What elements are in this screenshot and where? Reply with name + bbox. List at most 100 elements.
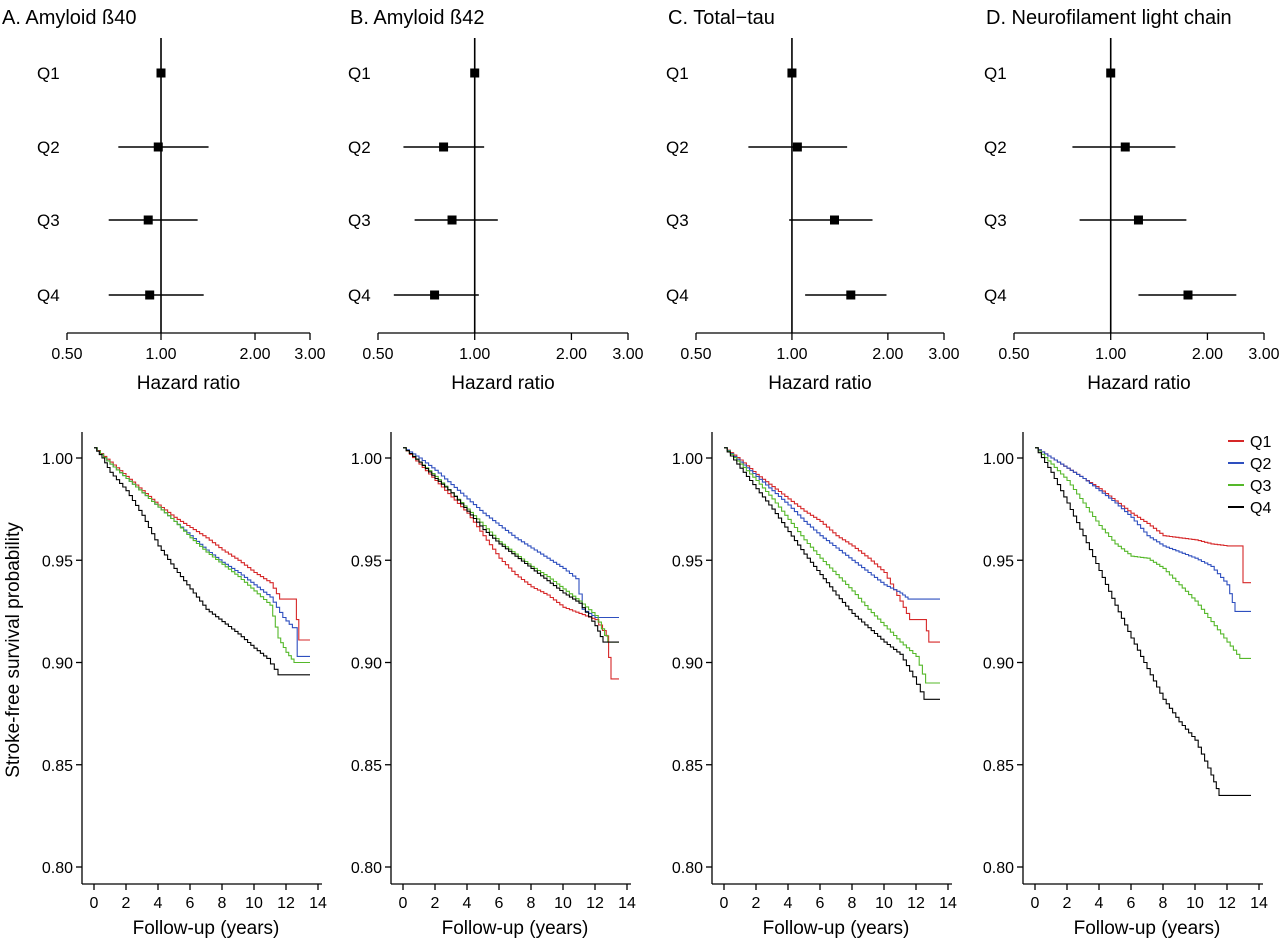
survival-curve-q1 — [94, 447, 310, 641]
km-x-tick-label: 2 — [752, 895, 761, 912]
km-x-tick-label: 2 — [1063, 895, 1072, 912]
km-x-axis-label: Follow-up (years) — [763, 918, 910, 939]
forest-row-label: Q3 — [666, 211, 689, 230]
km-x-tick-label: 10 — [245, 895, 263, 912]
forest-panel-1: A. Amyloid ß40 0.50 1.00 2.00 3.00 Hazard rat… — [2, 7, 326, 394]
km-y-axis-label: Stroke-free survival probability — [3, 522, 24, 778]
forest-panel-title: C. Total−tau — [668, 7, 775, 29]
forest-x-axis-label: Hazard ratio — [137, 373, 241, 394]
km-y-tick-label: 0.95 — [983, 553, 1014, 570]
forest-row-label: Q2 — [348, 138, 371, 157]
km-y-tick-label: 0.80 — [672, 860, 703, 877]
forest-plots: A. Amyloid ß40 0.50 1.00 2.00 3.00 Hazard rat… — [2, 7, 1280, 394]
forest-row-label: Q3 — [348, 211, 371, 230]
forest-panel-title: B. Amyloid ß42 — [350, 7, 485, 29]
survival-curve-q4 — [94, 447, 310, 676]
forest-row-label: Q4 — [348, 286, 371, 305]
legend-label-q1: Q1 — [1250, 434, 1271, 451]
forest-x-tick-label: 1.00 — [145, 346, 176, 363]
forest-x-tick-label: 2.00 — [556, 346, 587, 363]
km-x-tick-label: 6 — [495, 895, 504, 912]
forest-x-tick-label: 2.00 — [1192, 346, 1223, 363]
forest-row-label: Q1 — [348, 64, 371, 83]
hazard-ratio-marker — [145, 290, 155, 300]
forest-row-label: Q2 — [984, 138, 1007, 157]
survival-panel-2: 0.80 0.85 0.90 0.95 1.00 0 2 4 6 8 10 12 14 Follow-up… — [351, 432, 636, 939]
forest-x-axis-label: Hazard ratio — [1087, 373, 1191, 394]
forest-panel-3: C. Total−tau 0.50 1.00 2.00 3.00 Hazard ratio… — [666, 7, 960, 394]
km-x-tick-label: 14 — [939, 895, 957, 912]
km-y-tick-label: 1.00 — [672, 451, 703, 468]
forest-x-axis-label: Hazard ratio — [451, 373, 555, 394]
km-x-tick-label: 8 — [218, 895, 227, 912]
hazard-ratio-marker — [1106, 68, 1116, 78]
forest-x-tick-label: 3.00 — [928, 346, 959, 363]
legend-label-q3: Q3 — [1250, 478, 1271, 495]
km-x-tick-label: 10 — [554, 895, 572, 912]
forest-row-label: Q1 — [984, 64, 1007, 83]
km-y-tick-label: 0.80 — [351, 860, 382, 877]
km-y-tick-label: 1.00 — [351, 451, 382, 468]
hazard-ratio-marker — [1120, 142, 1130, 152]
survival-curve-q4 — [403, 447, 619, 643]
forest-x-tick-label: 0.50 — [680, 346, 711, 363]
km-y-tick-label: 0.90 — [983, 656, 1014, 673]
km-y-tick-label: 0.90 — [42, 656, 73, 673]
legend-label-q4: Q4 — [1250, 500, 1271, 517]
survival-curve-q2 — [1035, 447, 1251, 612]
forest-panel-title: D. Neurofilament light chain — [986, 7, 1232, 29]
km-x-tick-label: 4 — [154, 895, 163, 912]
hazard-ratio-marker — [1133, 215, 1143, 225]
km-x-axis-label: Follow-up (years) — [442, 918, 589, 939]
survival-curve-q3 — [94, 447, 310, 664]
hazard-ratio-marker — [439, 142, 449, 152]
hazard-ratio-marker — [153, 142, 163, 152]
km-x-tick-label: 12 — [907, 895, 925, 912]
hazard-ratio-marker — [792, 142, 802, 152]
km-x-tick-label: 4 — [463, 895, 472, 912]
forest-row-label: Q1 — [666, 64, 689, 83]
km-y-tick-label: 0.85 — [672, 758, 703, 775]
km-x-tick-label: 10 — [875, 895, 893, 912]
hazard-ratio-marker — [1183, 290, 1193, 300]
km-y-tick-label: 0.95 — [42, 553, 73, 570]
survival-panel-4: 0.80 0.85 0.90 0.95 1.00 0 2 4 6 8 10 12 14 Follow-up… — [983, 432, 1268, 939]
km-x-tick-label: 0 — [1031, 895, 1040, 912]
km-y-tick-label: 1.00 — [983, 451, 1014, 468]
hazard-ratio-marker — [430, 290, 440, 300]
survival-curve-q1 — [403, 447, 619, 680]
km-x-tick-label: 8 — [848, 895, 857, 912]
km-x-tick-label: 0 — [90, 895, 99, 912]
km-x-tick-label: 4 — [784, 895, 793, 912]
km-y-tick-label: 0.80 — [983, 860, 1014, 877]
km-y-tick-label: 0.90 — [351, 656, 382, 673]
forest-x-tick-label: 2.00 — [872, 346, 903, 363]
km-x-tick-label: 6 — [186, 895, 195, 912]
km-x-tick-label: 12 — [277, 895, 295, 912]
forest-x-tick-label: 1.00 — [1095, 346, 1126, 363]
forest-x-tick-label: 0.50 — [362, 346, 393, 363]
forest-row-label: Q3 — [984, 211, 1007, 230]
forest-row-label: Q1 — [37, 64, 60, 83]
km-x-axis-label: Follow-up (years) — [1074, 918, 1221, 939]
survival-curve-q4 — [724, 447, 940, 700]
km-x-tick-label: 0 — [399, 895, 408, 912]
survival-curve-q2 — [94, 447, 310, 657]
km-x-tick-label: 8 — [1159, 895, 1168, 912]
forest-x-tick-label: 3.00 — [294, 346, 325, 363]
forest-row-label: Q3 — [37, 211, 60, 230]
hazard-ratio-marker — [846, 290, 856, 300]
forest-x-tick-label: 1.00 — [459, 346, 490, 363]
survival-curve-q3 — [1035, 447, 1251, 659]
km-x-tick-label: 6 — [816, 895, 825, 912]
forest-x-tick-label: 0.50 — [51, 346, 82, 363]
forest-panel-title: A. Amyloid ß40 — [2, 7, 137, 29]
km-y-tick-label: 0.85 — [42, 758, 73, 775]
km-x-tick-label: 6 — [1127, 895, 1136, 912]
forest-row-label: Q4 — [666, 286, 689, 305]
km-x-tick-label: 14 — [309, 895, 327, 912]
km-x-tick-label: 12 — [1218, 895, 1236, 912]
km-y-tick-label: 0.80 — [42, 860, 73, 877]
forest-panel-4: D. Neurofilament light chain 0.50 1.00 2.00… — [984, 7, 1280, 394]
